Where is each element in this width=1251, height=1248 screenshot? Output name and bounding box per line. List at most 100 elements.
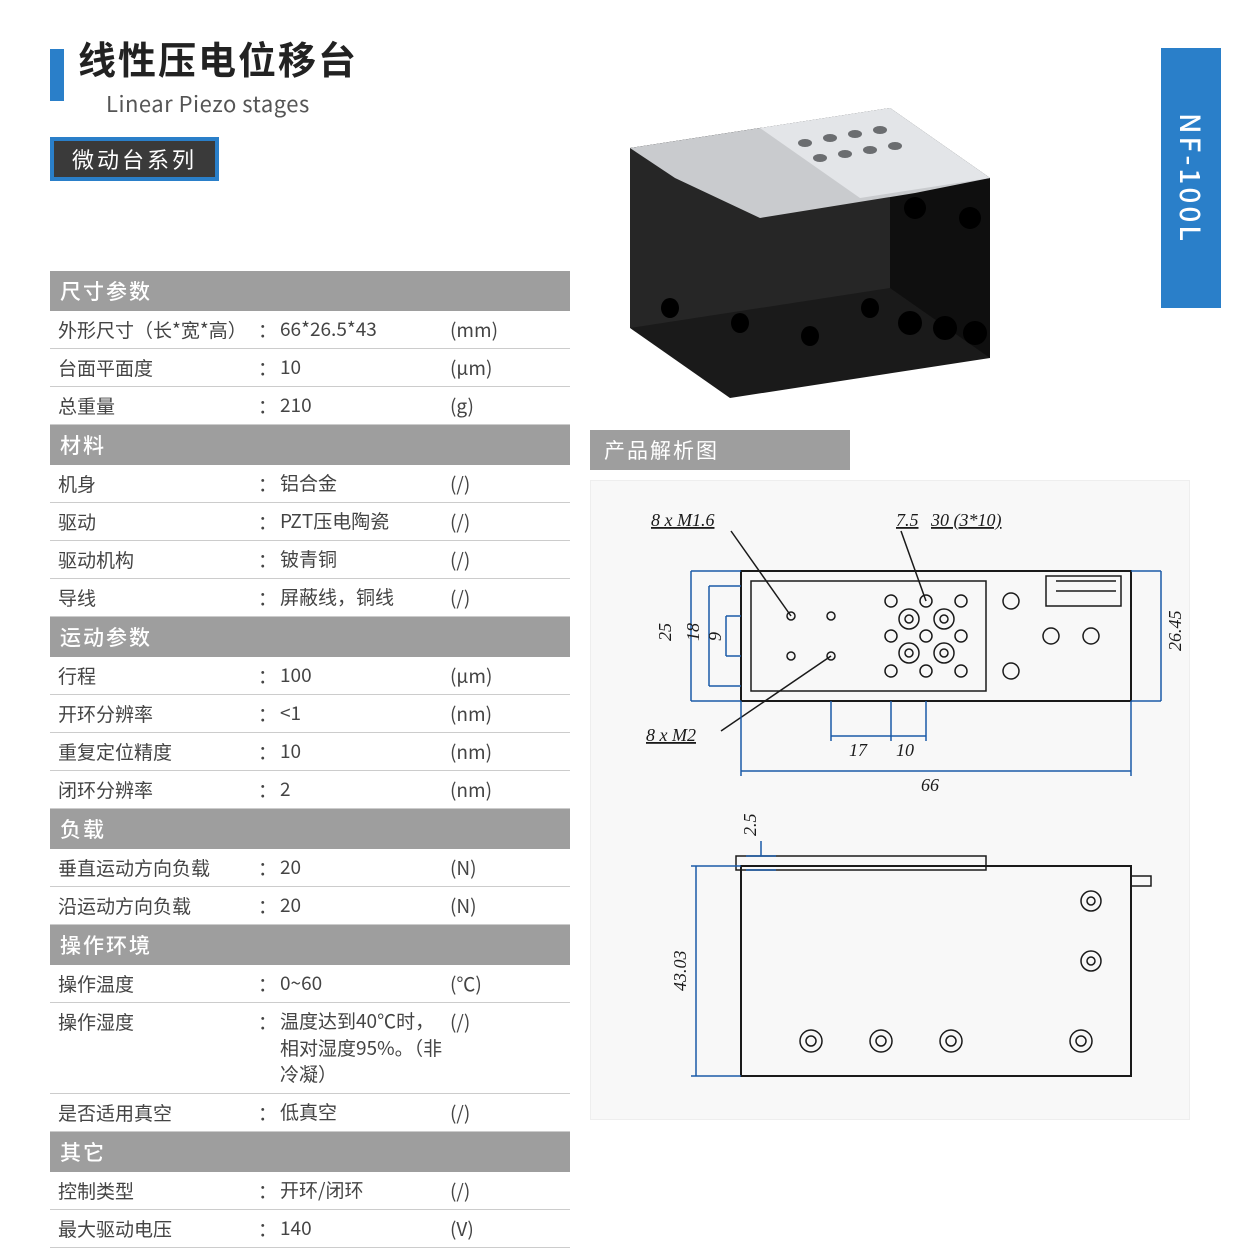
section-header: 尺寸参数 xyxy=(50,271,570,311)
spec-unit: (μm) xyxy=(450,662,530,689)
spec-unit: (N) xyxy=(450,854,530,881)
spec-row: 操作湿度：温度达到40℃时，相对湿度95%。（非冷凝）(/) xyxy=(50,1003,570,1094)
spec-value: 20 xyxy=(280,854,450,881)
spec-value: 开环/闭环 xyxy=(280,1177,450,1204)
spec-colon: ： xyxy=(258,1177,280,1204)
spec-label: 驱动 xyxy=(58,508,258,535)
dim-10: 10 xyxy=(896,740,914,760)
spec-unit: (/) xyxy=(450,584,530,611)
spec-row: 开环分辨率：<1(nm) xyxy=(50,695,570,733)
spec-colon: ： xyxy=(258,508,280,535)
spec-row: 总重量：210(g) xyxy=(50,387,570,425)
spec-value: PZT压电陶瓷 xyxy=(280,508,450,535)
spec-value: 140 xyxy=(280,1215,450,1242)
spec-row: 机身：铝合金(/) xyxy=(50,465,570,503)
title-accent-bar xyxy=(50,49,64,101)
spec-colon: ： xyxy=(258,1008,280,1035)
spec-unit: (mm) xyxy=(450,316,530,343)
spec-row: 垂直运动方向负载：20(N) xyxy=(50,849,570,887)
spec-value: 屏蔽线，铜线 xyxy=(280,584,450,611)
title-main: 线性压电位移台 Linear Piezo stages xyxy=(50,30,570,119)
model-number: NF-100L xyxy=(1171,113,1211,244)
spec-colon: ： xyxy=(258,700,280,727)
dim-9: 9 xyxy=(705,632,725,641)
spec-row: 是否适用真空：低真空(/) xyxy=(50,1094,570,1132)
spec-unit: (/) xyxy=(450,546,530,573)
spec-label: 控制类型 xyxy=(58,1177,258,1204)
section-header: 操作环境 xyxy=(50,925,570,965)
spec-colon: ： xyxy=(258,854,280,881)
spec-label: 沿运动方向负载 xyxy=(58,892,258,919)
spec-colon: ： xyxy=(258,584,280,611)
title-english: Linear Piezo stages xyxy=(106,87,358,119)
section-header: 负载 xyxy=(50,809,570,849)
technical-drawings: 8 x M1.6 7.5 30 (3*10) 8 x M2 25 18 9 17… xyxy=(590,480,1190,1120)
spec-label: 机身 xyxy=(58,470,258,497)
spec-value: 温度达到40℃时，相对湿度95%。（非冷凝） xyxy=(280,1008,450,1088)
spec-value: 铍青铜 xyxy=(280,546,450,573)
spec-row: 外形尺寸（长*宽*高）：66*26.5*43(mm) xyxy=(50,311,570,349)
spec-label: 闭环分辨率 xyxy=(58,776,258,803)
spec-row: 沿运动方向负载：20(N) xyxy=(50,887,570,925)
dim-25: 25 xyxy=(655,623,675,641)
spec-colon: ： xyxy=(258,470,280,497)
spec-unit: (/) xyxy=(450,1008,530,1035)
spec-unit: (℃) xyxy=(450,970,530,997)
spec-row: 驱动：PZT压电陶瓷(/) xyxy=(50,503,570,541)
spec-colon: ： xyxy=(258,970,280,997)
spec-row: 控制类型：开环/闭环(/) xyxy=(50,1172,570,1210)
title-block: 线性压电位移台 Linear Piezo stages 微动台系列 xyxy=(50,30,570,181)
spec-label: 操作温度 xyxy=(58,970,258,997)
spec-unit: (V) xyxy=(450,1215,530,1242)
dim-2-5: 2.5 xyxy=(740,814,760,837)
dim-43-03: 43.03 xyxy=(670,951,690,992)
spec-colon: ： xyxy=(258,892,280,919)
spec-label: 最大驱动电压 xyxy=(58,1215,258,1242)
spec-label: 驱动机构 xyxy=(58,546,258,573)
spec-row: 导线：屏蔽线，铜线(/) xyxy=(50,579,570,617)
spec-label: 行程 xyxy=(58,662,258,689)
spec-value: 低真空 xyxy=(280,1099,450,1126)
section-header: 材料 xyxy=(50,425,570,465)
spec-value: 210 xyxy=(280,392,450,419)
product-photo xyxy=(560,48,1020,398)
annot-8xm2: 8 x M2 xyxy=(646,725,696,745)
spec-row: 台面平面度：10(μm) xyxy=(50,349,570,387)
spec-colon: ： xyxy=(258,1099,280,1126)
dim-66: 66 xyxy=(921,775,939,795)
spec-row: 驱动机构：铍青铜(/) xyxy=(50,541,570,579)
section-header: 运动参数 xyxy=(50,617,570,657)
spec-value: 0~60 xyxy=(280,970,450,997)
spec-label: 导线 xyxy=(58,584,258,611)
spec-value: 10 xyxy=(280,738,450,765)
spec-row: 重复定位精度：10(nm) xyxy=(50,733,570,771)
spec-unit: (nm) xyxy=(450,700,530,727)
annot-7-5: 7.5 xyxy=(896,510,919,530)
spec-label: 操作湿度 xyxy=(58,1008,258,1035)
spec-row: 闭环分辨率：2(nm) xyxy=(50,771,570,809)
spec-label: 垂直运动方向负载 xyxy=(58,854,258,881)
spec-row: 操作温度：0~60(℃) xyxy=(50,965,570,1003)
spec-value: 2 xyxy=(280,776,450,803)
title-chinese: 线性压电位移台 xyxy=(78,30,358,85)
spec-colon: ： xyxy=(258,316,280,343)
spec-colon: ： xyxy=(258,776,280,803)
spec-colon: ： xyxy=(258,392,280,419)
spec-label: 是否适用真空 xyxy=(58,1099,258,1126)
spec-colon: ： xyxy=(258,1215,280,1242)
spec-label: 重复定位精度 xyxy=(58,738,258,765)
spec-colon: ： xyxy=(258,354,280,381)
dim-17: 17 xyxy=(849,740,868,760)
spec-value: 66*26.5*43 xyxy=(280,316,450,343)
spec-colon: ： xyxy=(258,662,280,689)
spec-colon: ： xyxy=(258,546,280,573)
spec-value: 100 xyxy=(280,662,450,689)
spec-unit: (nm) xyxy=(450,776,530,803)
spec-unit: (g) xyxy=(450,392,530,419)
spec-unit: (/) xyxy=(450,508,530,535)
spec-table: 尺寸参数外形尺寸（长*宽*高）：66*26.5*43(mm)台面平面度：10(μ… xyxy=(50,271,570,1248)
spec-value: 10 xyxy=(280,354,450,381)
spec-row: 最大驱动电压：140(V) xyxy=(50,1210,570,1248)
spec-value: 20 xyxy=(280,892,450,919)
spec-unit: (N) xyxy=(450,892,530,919)
